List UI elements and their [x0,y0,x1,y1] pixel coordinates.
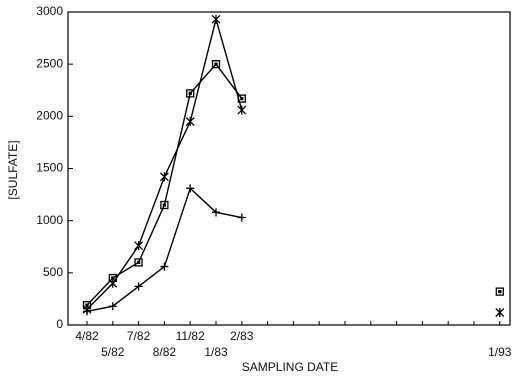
y-axis-label: [SULFATE] [6,140,20,199]
marker-dot [498,289,502,294]
marker-plus [186,184,195,193]
data-point [186,184,195,193]
series-line [87,64,500,305]
x-tick-label: 1/83 [204,345,228,359]
x-tick-label: 7/82 [127,329,151,343]
data-point [134,241,144,251]
data-point [495,287,504,296]
data-point [160,200,169,210]
y-tick-label: 2500 [36,56,63,70]
marker-square [160,200,169,210]
y-tick-label: 3000 [36,4,63,18]
data-point [83,307,91,316]
marker-asterisk [134,241,144,251]
data-point [495,307,505,317]
y-tick-label: 500 [43,265,63,279]
x-tick-label: 1/93 [488,345,512,359]
marker-square [495,287,504,296]
x-axis-label: SAMPLING DATE [242,360,338,374]
plot-frame [67,11,511,326]
marker-dot [240,96,244,101]
data-point [186,89,195,98]
data-point [160,262,169,271]
data-point [134,282,143,291]
marker-plus [212,208,220,217]
x-tick-label: 2/83 [230,329,254,343]
marker-dot [111,276,115,280]
x-tick-label: 5/82 [101,345,125,359]
data-point [134,258,143,267]
marker-square [186,89,195,98]
data-point [211,60,221,69]
marker-plus [237,213,246,222]
series-line [87,19,500,312]
data-point [212,208,220,217]
marker-asterisk [108,278,118,288]
marker-asterisk [185,117,195,127]
marker-asterisk [495,307,505,317]
marker-asterisk [237,105,247,115]
y-tick-label: 2000 [36,109,63,123]
marker-dot [162,203,167,207]
data-point [108,278,118,288]
data-point [159,172,169,182]
x-tick-label: 11/82 [176,329,205,343]
marker-plus [83,307,91,316]
marker-plus [134,282,143,291]
x-tick-label: 4/82 [75,329,99,343]
data-point [185,117,195,127]
marker-dot [136,260,141,265]
marker-dot [188,91,192,96]
data-point [211,14,221,24]
marker-asterisk [211,14,221,24]
data-point [237,105,247,115]
marker-asterisk [159,172,169,182]
data-point [108,302,117,311]
marker-plus [108,302,117,311]
marker-square [134,258,143,267]
marker-square [211,60,221,69]
data-point [237,213,246,222]
series-line [86,187,242,313]
y-tick-label: 1500 [36,161,63,175]
y-tick-label: 0 [56,317,63,331]
y-tick-label: 1000 [36,213,63,227]
marker-dot [214,62,218,66]
marker-plus [160,262,169,271]
x-tick-label: 8/82 [153,345,177,359]
